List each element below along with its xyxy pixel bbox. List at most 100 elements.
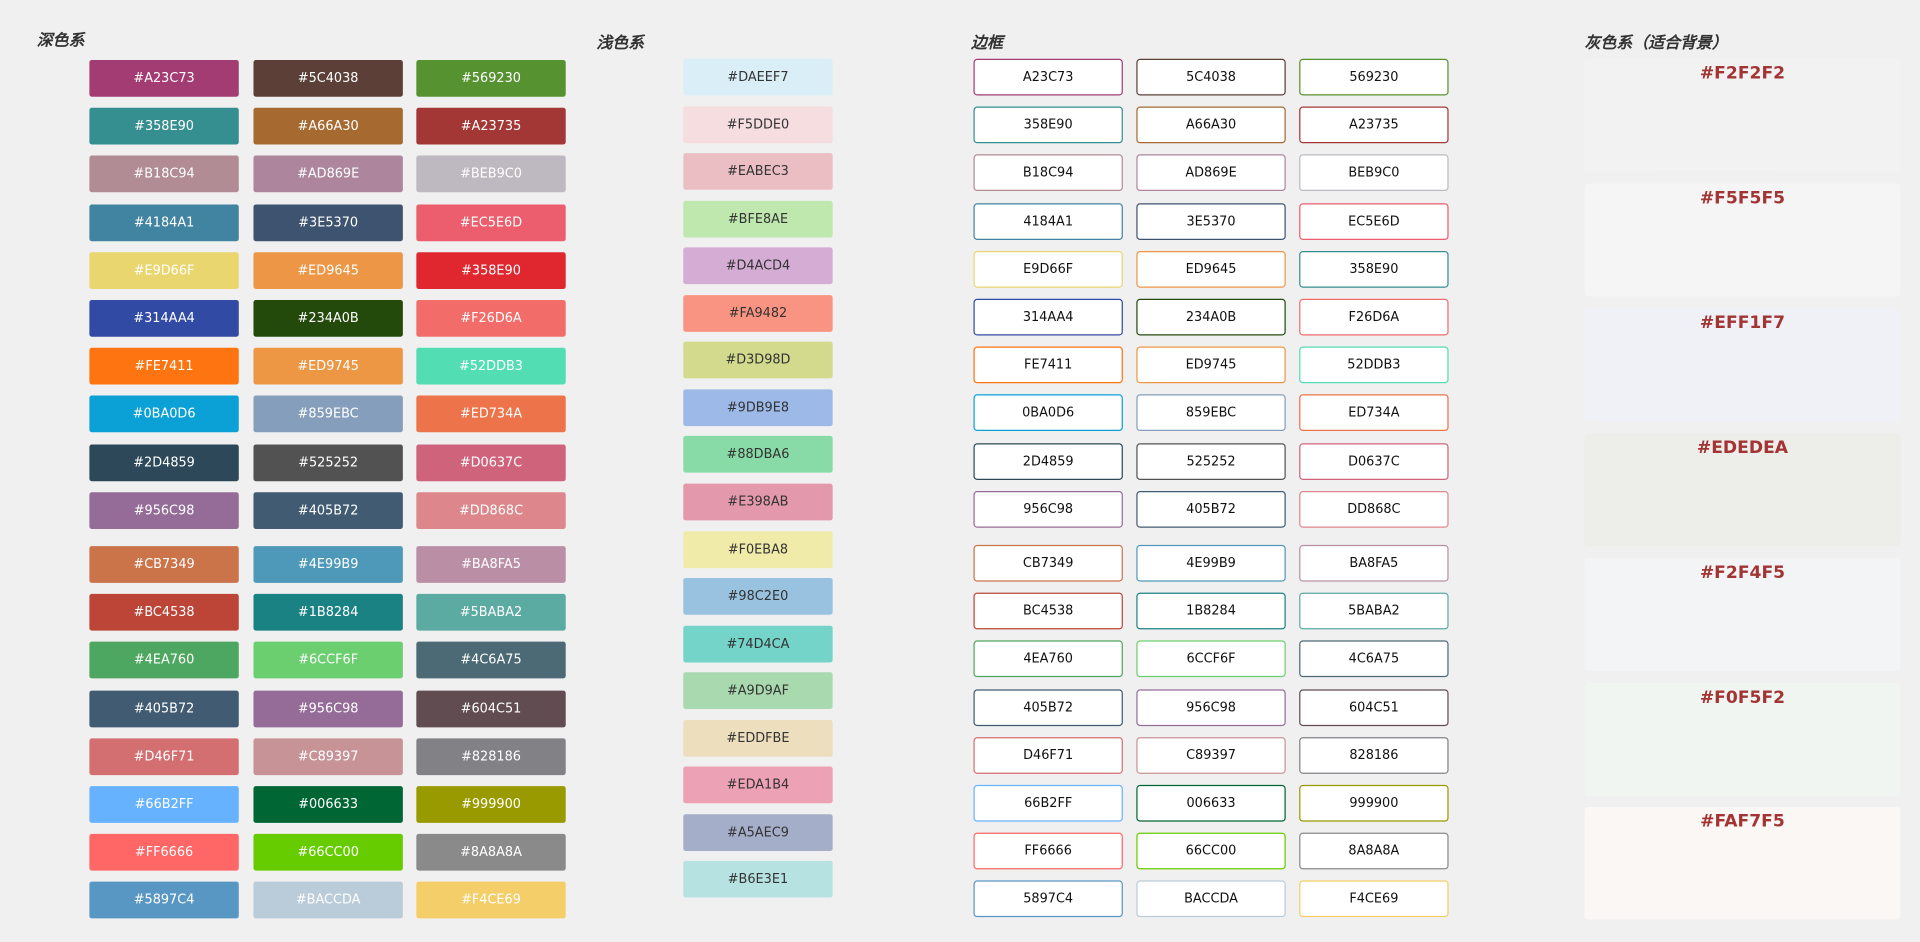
- gray-color-label: #FAF7F5: [1700, 812, 1785, 832]
- border-color-swatch: 569230: [1299, 58, 1449, 96]
- light-color-swatch: #D4ACD4: [683, 247, 833, 285]
- border-color-swatch: 52DDB3: [1299, 346, 1449, 384]
- border-color-swatch: F26D6A: [1299, 298, 1449, 336]
- border-color-swatch: 405B72: [973, 688, 1123, 726]
- dark-section-title: 深色系: [36, 31, 85, 51]
- dark-color-swatch: #859EBC: [253, 395, 403, 433]
- dark-color-swatch: #A23C73: [89, 60, 239, 97]
- light-color-swatch: #D3D98D: [683, 341, 833, 379]
- dark-color-swatch: #D46F71: [89, 738, 239, 775]
- border-color-swatch: FF6666: [973, 832, 1123, 870]
- border-color-swatch: 4EA760: [973, 640, 1123, 678]
- light-color-swatch: #FA9482: [683, 294, 833, 332]
- border-color-swatch: B18C94: [973, 154, 1123, 192]
- dark-color-swatch: #525252: [253, 443, 403, 481]
- dark-color-swatch: #8A8A8A: [416, 834, 566, 871]
- dark-color-swatch: #4EA760: [89, 642, 239, 679]
- dark-color-swatch: #2D4859: [89, 443, 239, 481]
- light-color-swatch: #F5DDE0: [683, 105, 833, 143]
- dark-color-swatch: #66B2FF: [89, 786, 239, 823]
- dark-color-swatch: #BC4538: [89, 594, 239, 631]
- dark-color-swatch: #EC5E6D: [416, 203, 566, 241]
- border-color-swatch: 314AA4: [973, 298, 1123, 336]
- dark-color-swatch: #1B8284: [253, 594, 403, 631]
- border-color-swatch: 358E90: [1299, 250, 1449, 288]
- light-color-swatch: #DAEEF7: [683, 58, 833, 96]
- gray-color-swatch: #EDEDEA: [1584, 433, 1901, 546]
- dark-color-swatch: #E9D66F: [89, 251, 239, 289]
- gray-color-label: #EFF1F7: [1699, 313, 1785, 333]
- dark-color-swatch: #FE7411: [89, 347, 239, 385]
- dark-color-swatch: #B18C94: [89, 155, 239, 193]
- dark-color-swatch: #BACCDA: [253, 882, 403, 919]
- border-color-swatch: 006633: [1136, 784, 1286, 822]
- dark-color-swatch: #314AA4: [89, 300, 239, 337]
- gray-color-swatch: #FAF7F5: [1584, 807, 1901, 921]
- border-color-swatch: 4C6A75: [1299, 640, 1449, 678]
- dark-color-swatch: #0BA0D6: [89, 395, 239, 433]
- dark-color-swatch: #956C98: [253, 690, 403, 727]
- border-color-swatch: 358E90: [973, 106, 1123, 144]
- dark-color-swatch: #3E5370: [253, 203, 403, 241]
- border-color-swatch: F4CE69: [1299, 880, 1449, 918]
- gray-color-swatch: #F2F2F2: [1584, 58, 1901, 172]
- border-color-swatch: 8A8A8A: [1299, 832, 1449, 870]
- gray-color-label: #EDEDEA: [1696, 437, 1789, 458]
- border-color-swatch: 405B72: [1136, 490, 1286, 528]
- dark-color-swatch: #4C6A75: [416, 642, 566, 679]
- border-color-swatch: 3E5370: [1136, 202, 1286, 240]
- dark-color-swatch: #AD869E: [253, 155, 403, 193]
- dark-color-swatch: #CB7349: [89, 546, 239, 583]
- border-color-swatch: ED9745: [1136, 346, 1286, 384]
- light-color-swatch: #BFE8AE: [683, 200, 833, 238]
- dark-color-swatch: #358E90: [89, 107, 239, 145]
- border-color-swatch: 525252: [1136, 442, 1286, 480]
- border-color-swatch: BACCDA: [1136, 880, 1286, 918]
- border-color-swatch: E9D66F: [973, 250, 1123, 288]
- light-section-title: 浅色系: [596, 34, 645, 53]
- border-color-swatch: BEB9C0: [1299, 154, 1449, 192]
- border-color-swatch: A23735: [1299, 106, 1449, 144]
- light-color-swatch: #EDA1B4: [683, 766, 833, 804]
- border-color-swatch: 66CC00: [1136, 832, 1286, 870]
- border-color-swatch: 604C51: [1299, 688, 1449, 726]
- dark-color-swatch: #234A0B: [253, 300, 403, 337]
- dark-color-swatch: #956C98: [89, 492, 239, 529]
- border-color-swatch: FE7411: [973, 346, 1123, 384]
- dark-color-swatch: #F26D6A: [416, 300, 566, 337]
- dark-color-swatch: #FF6666: [89, 834, 239, 871]
- dark-color-swatch: #ED9745: [253, 347, 403, 385]
- border-color-swatch: 4184A1: [973, 202, 1123, 240]
- light-color-swatch: #98C2E0: [683, 578, 833, 615]
- border-color-swatch: 6CCF6F: [1136, 640, 1286, 678]
- dark-color-swatch: #5BABA2: [416, 594, 566, 631]
- dark-color-swatch: #4184A1: [89, 203, 239, 241]
- light-color-swatch: #74D4CA: [683, 625, 833, 662]
- dark-color-swatch: #405B72: [89, 690, 239, 727]
- border-color-swatch: A66A30: [1136, 106, 1286, 144]
- border-color-swatch: EC5E6D: [1299, 202, 1449, 240]
- dark-color-swatch: #999900: [416, 786, 566, 823]
- light-color-swatch: #E398AB: [683, 483, 833, 521]
- light-color-swatch: #9DB9E8: [683, 389, 833, 426]
- light-color-swatch: #A9D9AF: [683, 672, 833, 710]
- dark-color-swatch: #F4CE69: [416, 882, 566, 919]
- dark-color-swatch: #5C4038: [253, 60, 403, 97]
- dark-color-swatch: #569230: [416, 60, 566, 97]
- dark-color-swatch: #405B72: [253, 492, 403, 529]
- border-color-swatch: ED9645: [1136, 250, 1286, 288]
- light-color-swatch: #A5AEC9: [683, 814, 833, 851]
- dark-color-swatch: #ED9645: [253, 251, 403, 289]
- border-color-swatch: 828186: [1299, 736, 1449, 774]
- dark-color-swatch: #C89397: [253, 738, 403, 775]
- dark-color-swatch: #604C51: [416, 690, 566, 727]
- light-color-swatch: #EABEC3: [683, 153, 833, 190]
- gray-color-label: #F2F4F5: [1699, 562, 1786, 583]
- border-color-swatch: AD869E: [1136, 154, 1286, 192]
- border-color-swatch: 5C4038: [1136, 58, 1286, 96]
- dark-color-swatch: #DD868C: [416, 492, 566, 529]
- light-color-swatch: #EDDFBE: [683, 719, 833, 757]
- border-color-swatch: 956C98: [973, 490, 1123, 528]
- border-color-swatch: D46F71: [973, 736, 1123, 774]
